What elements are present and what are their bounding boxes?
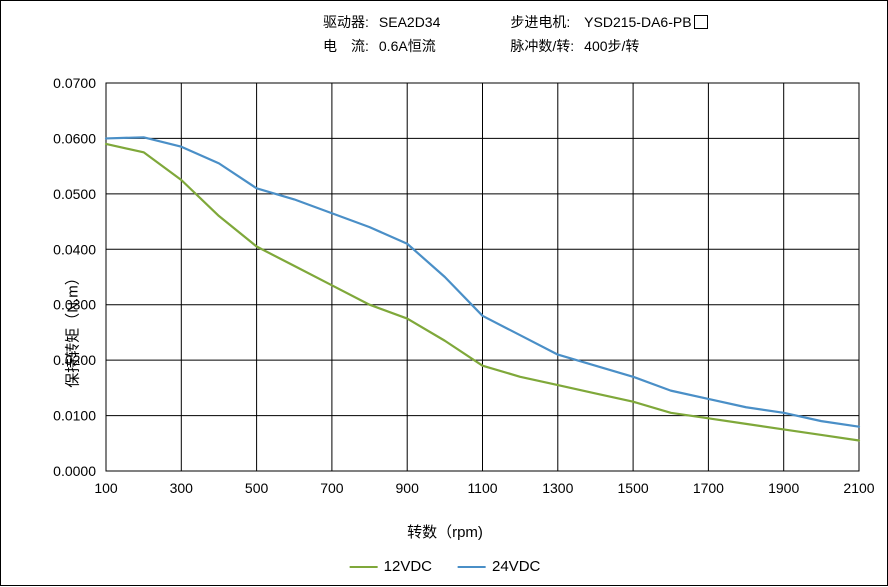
legend-line-icon bbox=[350, 566, 378, 568]
svg-text:100: 100 bbox=[94, 480, 118, 496]
chart-container: 驱动器: SEA2D34 步进电机: YSD215-DA6-PB 电 流: 0.… bbox=[0, 0, 888, 586]
svg-text:0.0600: 0.0600 bbox=[53, 130, 96, 146]
svg-text:500: 500 bbox=[245, 480, 269, 496]
legend-line-icon bbox=[458, 566, 486, 568]
motor-value: YSD215-DA6-PB bbox=[584, 14, 691, 30]
y-axis-label: 保持转矩（N.m） bbox=[61, 270, 82, 388]
pulse-value: 400步/转 bbox=[584, 38, 639, 54]
svg-text:700: 700 bbox=[320, 480, 344, 496]
current-value: 0.6A恒流 bbox=[379, 38, 436, 54]
svg-text:0.0000: 0.0000 bbox=[53, 463, 96, 479]
plot-area: 100 300 500 700 900 1100 1300 1500 1700 1900 2100 0… bbox=[1, 71, 888, 587]
pulse-label: 脉冲数/转: bbox=[510, 38, 574, 54]
torque-chart: 100 300 500 700 900 1100 1300 1500 1700 1900 2100 0… bbox=[1, 71, 888, 587]
svg-text:1900: 1900 bbox=[768, 480, 799, 496]
legend-label: 24VDC bbox=[492, 558, 540, 575]
svg-text:2100: 2100 bbox=[843, 480, 874, 496]
svg-text:1100: 1100 bbox=[467, 480, 497, 496]
box-icon bbox=[694, 15, 708, 29]
legend-label: 12VDC bbox=[384, 558, 432, 575]
legend-item: 12VDC bbox=[350, 558, 432, 575]
svg-text:1700: 1700 bbox=[693, 480, 724, 496]
svg-text:1300: 1300 bbox=[542, 480, 573, 496]
current-label: 电 流: bbox=[323, 38, 369, 54]
svg-text:0.0100: 0.0100 bbox=[53, 408, 96, 424]
svg-text:1500: 1500 bbox=[618, 480, 649, 496]
legend: 12VDC 24VDC bbox=[350, 558, 541, 575]
svg-text:0.0700: 0.0700 bbox=[53, 75, 96, 91]
driver-value: SEA2D34 bbox=[379, 14, 440, 30]
svg-text:0.0500: 0.0500 bbox=[53, 186, 96, 202]
motor-label: 步进电机: bbox=[510, 14, 570, 30]
legend-item: 24VDC bbox=[458, 558, 540, 575]
svg-text:0.0400: 0.0400 bbox=[53, 241, 96, 257]
svg-text:300: 300 bbox=[170, 480, 194, 496]
spec-header: 驱动器: SEA2D34 步进电机: YSD215-DA6-PB 电 流: 0.… bbox=[321, 9, 718, 59]
svg-text:900: 900 bbox=[396, 480, 420, 496]
x-axis-label: 转数（rpm) bbox=[407, 521, 483, 542]
driver-label: 驱动器: bbox=[323, 14, 369, 30]
